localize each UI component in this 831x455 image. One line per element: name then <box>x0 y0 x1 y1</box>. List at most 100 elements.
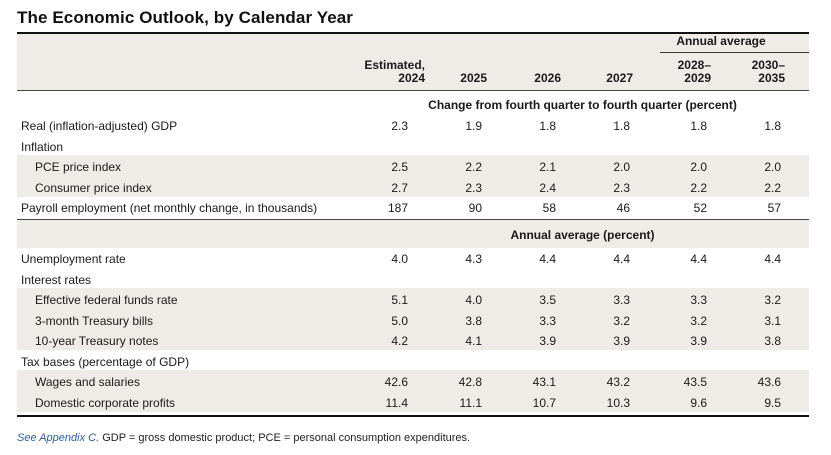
column-header-2028-2029: 2028– 2029 <box>677 58 711 85</box>
table-cell: 3.9 <box>539 334 556 348</box>
table-row: Domestic corporate profits 11.4 11.1 10.7 10… <box>17 392 809 413</box>
row-label: Wages and salaries <box>35 375 140 389</box>
table-row: 10-year Treasury notes 4.2 4.1 3.9 3.9 3.9 3.8 <box>17 330 809 351</box>
bottom-rule <box>17 415 809 417</box>
table-cell: 3.9 <box>613 334 630 348</box>
table-cell: 5.0 <box>391 313 408 328</box>
table-cell: 43.1 <box>532 375 556 389</box>
row-band <box>17 390 809 412</box>
table-cell: 2.5 <box>391 160 408 174</box>
table-cell: 43.6 <box>757 375 781 389</box>
table-title: The Economic Outlook, by Calendar Year <box>17 8 354 27</box>
table-cell: 4.0 <box>465 293 482 307</box>
table-row: Effective federal funds rate 5.1 4.0 3.5 3.3… <box>17 289 809 310</box>
table-cell: 2.0 <box>613 160 630 174</box>
table-cell <box>741 355 781 369</box>
table-row: Interest rates <box>17 269 809 290</box>
table-row: Consumer price index 2.7 2.3 2.4 2.3 2.2 2.2 <box>17 177 809 198</box>
row-label: Real (inflation-adjusted) GDP <box>21 119 178 133</box>
table-cell <box>590 355 630 369</box>
table-cell: 3.9 <box>690 334 707 348</box>
table-cell: 9.5 <box>764 395 781 410</box>
table-cell <box>368 140 408 154</box>
table-cell: 1.8 <box>539 119 556 133</box>
table-cell <box>442 355 482 369</box>
table-cell: 90 <box>468 201 482 215</box>
table-cell: 3.5 <box>539 293 556 307</box>
table-cell: 2.4 <box>539 180 556 195</box>
table-cell: 4.3 <box>465 252 482 266</box>
column-header-2030-2035: 2030– 2035 <box>751 58 785 85</box>
table-cell: 2.2 <box>764 180 781 195</box>
row-label: Tax bases (percentage of GDP) <box>21 354 190 369</box>
table-cell <box>516 140 556 154</box>
table-row: PCE price index 2.5 2.2 2.1 2.0 2.0 2.0 <box>17 156 809 177</box>
table-cell: 11.1 <box>459 395 482 410</box>
table-cell: 1.8 <box>764 119 781 133</box>
table-cell <box>667 140 707 154</box>
table-cell <box>442 140 482 154</box>
table-cell: 4.4 <box>764 252 781 266</box>
table-row: 3-month Treasury bills 5.0 3.8 3.3 3.2 3.2 3.1 <box>17 310 809 331</box>
table-cell: 4.4 <box>690 252 707 266</box>
header-rule <box>17 90 809 91</box>
table-cell <box>667 273 707 287</box>
table-cell: 2.0 <box>764 160 781 174</box>
footnote: See Appendix C. GDP = gross domestic pro… <box>17 432 470 444</box>
header-band <box>17 34 809 90</box>
table-cell: 2.3 <box>613 180 630 195</box>
table-cell <box>368 355 408 369</box>
column-header-2024: Estimated, 2024 <box>364 58 425 85</box>
table-cell: 4.0 <box>391 252 408 266</box>
table-cell: 43.5 <box>683 375 707 389</box>
table-cell: 4.4 <box>539 252 556 266</box>
table-cell: 9.6 <box>690 395 707 410</box>
table-cell <box>516 355 556 369</box>
column-header-2027: 2027 <box>606 71 633 85</box>
footnote-text: GDP = gross domestic product; PCE = pers… <box>99 432 471 444</box>
row-label: Domestic corporate profits <box>35 395 176 410</box>
table-cell <box>516 273 556 287</box>
annual-average-rule <box>660 52 809 53</box>
row-label: Interest rates <box>21 272 92 287</box>
table-cell: 58 <box>542 201 556 215</box>
table-cell: 2.7 <box>391 180 408 195</box>
table-cell: 57 <box>767 201 781 215</box>
table-row: Inflation <box>17 136 809 157</box>
table-cell: 10.3 <box>606 395 630 410</box>
appendix-link[interactable]: See Appendix C. <box>17 432 100 444</box>
table-row: Payroll employment (net monthly change, … <box>17 197 809 218</box>
table-cell: 3.3 <box>690 293 707 307</box>
row-label: Effective federal funds rate <box>35 293 178 307</box>
row-label: 10-year Treasury notes <box>35 334 159 348</box>
row-band <box>17 155 809 176</box>
table-cell: 2.1 <box>539 160 556 174</box>
table-cell: 42.8 <box>458 375 482 389</box>
annual-average-label: Annual average <box>676 34 766 48</box>
table-cell: 3.1 <box>764 313 781 328</box>
row-band <box>17 329 809 350</box>
table-cell: 42.6 <box>384 375 408 389</box>
table-cell <box>368 273 408 287</box>
row-label: Inflation <box>21 139 64 154</box>
table-cell: 10.7 <box>532 395 556 410</box>
column-header-2025: 2025 <box>460 71 487 85</box>
table-cell: 1.9 <box>465 119 482 133</box>
column-header-2026: 2026 <box>534 71 561 85</box>
table-cell: 3.8 <box>465 313 482 328</box>
row-band <box>17 308 809 330</box>
table-cell: 1.8 <box>613 119 630 133</box>
row-label: Unemployment rate <box>21 252 126 266</box>
table-cell <box>442 273 482 287</box>
table-cell <box>741 140 781 154</box>
table-cell: 187 <box>387 201 408 215</box>
table-cell <box>667 355 707 369</box>
table-cell: 3.3 <box>613 293 630 307</box>
table-cell: 2.0 <box>690 160 707 174</box>
row-label: Consumer price index <box>35 180 152 195</box>
table-row: Wages and salaries 42.6 42.8 43.1 43.2 43.5 43… <box>17 371 809 392</box>
table-cell: 43.2 <box>606 375 630 389</box>
table-cell: 5.1 <box>391 293 408 307</box>
table-cell: 4.4 <box>613 252 630 266</box>
top-rule <box>17 32 809 34</box>
